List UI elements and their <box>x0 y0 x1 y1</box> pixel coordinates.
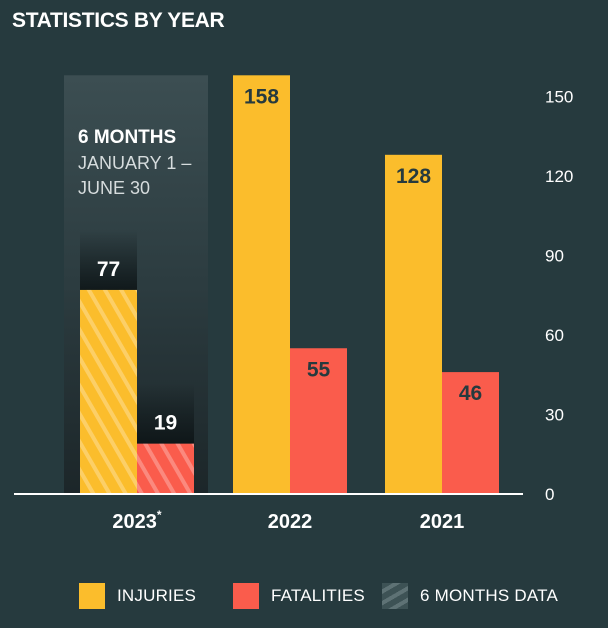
legend-label-fatalities: FATALITIES <box>271 586 365 605</box>
bar-hatch-injuries-2023 <box>80 289 137 494</box>
data-label-fatalities-2022: 55 <box>307 358 331 381</box>
legend-label-injuries: INJURIES <box>117 586 197 605</box>
y-tick-label: 120 <box>545 167 573 186</box>
bar-injuries-2022 <box>233 75 290 495</box>
bar-chart: 77 19 158 55 128 46 2023* 2022 2021 0 30 60 90 120 15… <box>14 75 573 533</box>
y-tick-label: 90 <box>545 247 564 266</box>
category-label-2021: 2021 <box>420 511 465 533</box>
data-label-fatalities-2023: 19 <box>154 412 177 435</box>
value-label-backdrop <box>80 229 137 290</box>
data-label-injuries-2021: 128 <box>396 165 431 188</box>
six-months-line-2: JUNE 30 <box>78 178 150 198</box>
legend-item-six-months: 6 MONTHS DATA <box>382 581 558 611</box>
chart-title: STATISTICS BY YEAR <box>12 9 225 32</box>
footnote-mark: * <box>157 508 162 522</box>
y-tick-label: 0 <box>545 485 554 504</box>
legend-item-fatalities: FATALITIES <box>233 581 365 611</box>
data-label-injuries-2023: 77 <box>97 258 120 281</box>
bar-injuries-2021 <box>385 154 442 495</box>
legend-item-injuries: INJURIES <box>79 581 196 611</box>
legend: INJURIES FATALITIES 6 MONTHS DATA <box>0 581 608 611</box>
bar-fatalities-2022 <box>290 348 347 494</box>
y-tick-label: 30 <box>545 406 564 425</box>
y-tick-label: 60 <box>545 326 564 345</box>
category-label-2023: 2023* <box>112 508 162 533</box>
value-label-backdrop <box>137 383 194 444</box>
bar-fatalities-2021 <box>442 372 499 494</box>
bar-hatch-fatalities-2023 <box>137 443 194 494</box>
legend-label-six-months: 6 MONTHS DATA <box>420 586 558 605</box>
six-months-heading: 6 MONTHS <box>78 127 176 148</box>
category-label-2022: 2022 <box>268 511 313 533</box>
data-label-injuries-2022: 158 <box>244 85 279 108</box>
data-label-fatalities-2021: 46 <box>459 382 482 405</box>
fatalities-swatch <box>233 583 259 609</box>
injuries-swatch <box>79 583 105 609</box>
y-tick-label: 150 <box>545 88 573 107</box>
six-months-line-1: JANUARY 1 – <box>78 153 191 173</box>
six-months-swatch <box>382 583 408 609</box>
